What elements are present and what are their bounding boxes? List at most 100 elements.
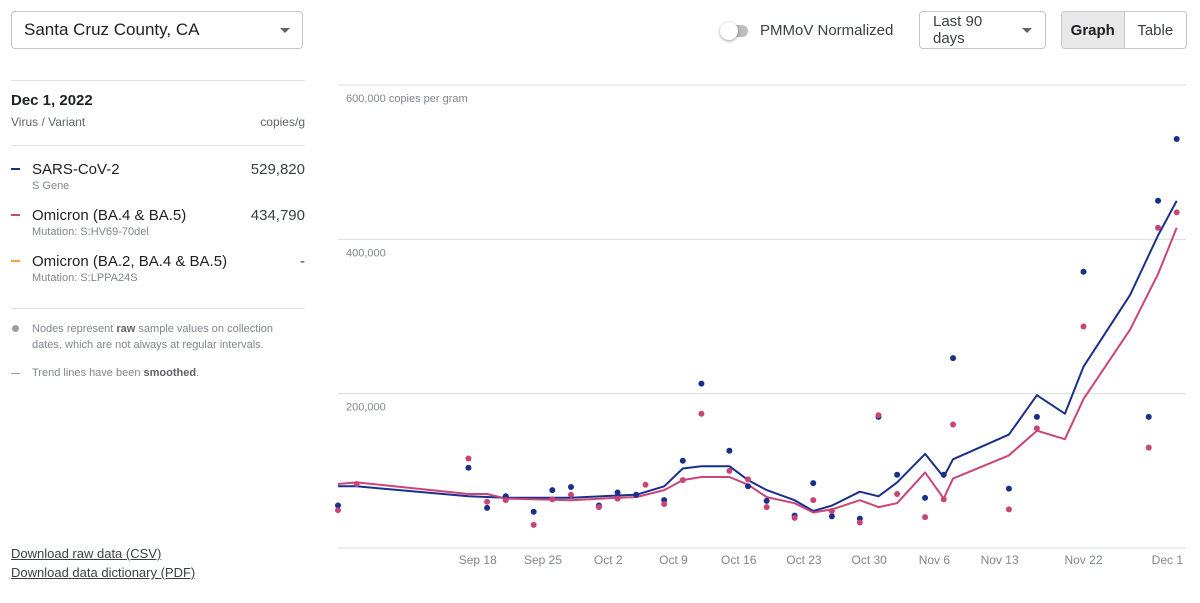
data-point-series-0[interactable] bbox=[894, 471, 901, 478]
x-tick-label: Oct 16 bbox=[721, 553, 757, 567]
location-select[interactable]: Santa Cruz County, CA bbox=[11, 11, 303, 49]
data-point-series-1[interactable] bbox=[567, 491, 574, 498]
toggle-switch-icon bbox=[720, 21, 748, 40]
note-trend-text: Trend lines have been smoothed. bbox=[32, 367, 200, 379]
data-point-series-0[interactable] bbox=[1145, 413, 1152, 420]
data-point-series-0[interactable] bbox=[1033, 413, 1040, 420]
data-point-series-0[interactable] bbox=[1005, 485, 1012, 492]
data-point-series-0[interactable] bbox=[549, 487, 556, 494]
note-trend: Trend lines have been smoothed. bbox=[11, 365, 305, 381]
legend-swatch bbox=[11, 214, 20, 216]
node-dot-icon bbox=[12, 325, 19, 332]
data-point-series-0[interactable] bbox=[763, 497, 770, 504]
data-point-series-1[interactable] bbox=[791, 514, 798, 521]
data-point-series-0[interactable] bbox=[465, 464, 472, 471]
data-point-series-1[interactable] bbox=[679, 477, 686, 484]
data-point-series-0[interactable] bbox=[1155, 197, 1162, 204]
variant-detail: Mutation: S:HV69-70del bbox=[32, 226, 149, 238]
x-tick-label: Oct 9 bbox=[659, 553, 688, 567]
data-point-series-1[interactable] bbox=[1145, 444, 1152, 451]
date-range-select[interactable]: Last 90 days bbox=[919, 11, 1046, 49]
variant-name: Omicron (BA.4 & BA.5) bbox=[32, 207, 187, 224]
y-gridline-label: 600,000 copies per gram bbox=[346, 93, 468, 105]
data-point-series-1[interactable] bbox=[353, 480, 360, 487]
data-point-series-0[interactable] bbox=[567, 484, 574, 491]
data-point-series-1[interactable] bbox=[1155, 224, 1162, 231]
data-point-series-1[interactable] bbox=[856, 519, 863, 526]
variant-row-omicron-ba2-ba4-ba5: Omicron (BA.2, BA.4 & BA.5) Mutation: S:… bbox=[11, 252, 305, 284]
data-point-series-0[interactable] bbox=[810, 480, 817, 487]
column-header-variant: Virus / Variant bbox=[11, 115, 86, 129]
date-range-value: Last 90 days bbox=[933, 13, 983, 47]
data-point-series-0[interactable] bbox=[745, 483, 752, 490]
data-point-series-1[interactable] bbox=[661, 501, 668, 508]
divider bbox=[11, 80, 305, 81]
data-point-series-1[interactable] bbox=[950, 421, 957, 428]
x-tick-label: Sep 25 bbox=[524, 553, 562, 567]
variant-detail: S Gene bbox=[32, 180, 70, 192]
x-tick-label: Dec 1 bbox=[1152, 553, 1184, 567]
x-tick-label: Sep 18 bbox=[459, 553, 497, 567]
note-nodes-text: Nodes represent raw sample values on col… bbox=[32, 323, 273, 351]
data-point-series-1[interactable] bbox=[1005, 506, 1012, 513]
data-point-series-1[interactable] bbox=[875, 412, 882, 419]
data-point-series-0[interactable] bbox=[633, 491, 640, 498]
data-point-series-0[interactable] bbox=[698, 380, 705, 387]
data-point-series-1[interactable] bbox=[1173, 209, 1180, 216]
data-point-series-1[interactable] bbox=[335, 507, 341, 514]
data-point-series-1[interactable] bbox=[502, 497, 509, 504]
data-point-series-1[interactable] bbox=[465, 455, 472, 462]
data-point-series-1[interactable] bbox=[726, 467, 733, 474]
data-point-series-0[interactable] bbox=[530, 508, 537, 515]
data-point-series-1[interactable] bbox=[549, 496, 556, 503]
data-point-series-0[interactable] bbox=[1173, 136, 1180, 143]
data-point-series-1[interactable] bbox=[828, 507, 835, 514]
data-point-series-1[interactable] bbox=[810, 497, 817, 504]
variant-name: SARS-CoV-2 bbox=[32, 161, 120, 178]
data-point-series-1[interactable] bbox=[1080, 323, 1087, 330]
data-point-series-0[interactable] bbox=[1080, 268, 1087, 275]
data-point-series-1[interactable] bbox=[894, 490, 901, 497]
variant-name: Omicron (BA.2, BA.4 & BA.5) bbox=[32, 253, 228, 270]
data-point-series-0[interactable] bbox=[922, 494, 929, 501]
data-point-series-1[interactable] bbox=[698, 410, 705, 417]
chevron-down-icon bbox=[1022, 27, 1032, 33]
graph-view-button[interactable]: Graph bbox=[1062, 12, 1125, 48]
download-links: Download raw data (CSV) Download data di… bbox=[11, 544, 195, 582]
data-point-series-0[interactable] bbox=[614, 489, 621, 496]
legend-swatch bbox=[11, 260, 20, 262]
pmmov-normalized-label: PMMoV Normalized bbox=[760, 22, 894, 39]
download-csv-link[interactable]: Download raw data (CSV) bbox=[11, 546, 162, 561]
x-tick-label: Oct 23 bbox=[786, 553, 822, 567]
data-point-series-1[interactable] bbox=[642, 481, 649, 488]
variant-info: SARS-CoV-2 S Gene bbox=[32, 160, 251, 192]
divider bbox=[11, 145, 305, 146]
data-point-series-1[interactable] bbox=[1033, 425, 1040, 432]
y-gridline-label: 200,000 bbox=[346, 402, 386, 414]
data-point-series-1[interactable] bbox=[614, 495, 621, 502]
table-view-button[interactable]: Table bbox=[1137, 21, 1174, 39]
download-dictionary-link[interactable]: Download data dictionary (PDF) bbox=[11, 565, 196, 580]
pmmov-normalized-toggle[interactable]: PMMoV Normalized bbox=[720, 21, 894, 40]
view-toggle: Graph Table bbox=[1061, 11, 1187, 49]
data-point-series-1[interactable] bbox=[922, 514, 929, 521]
data-point-series-1[interactable] bbox=[530, 521, 537, 528]
data-point-series-1[interactable] bbox=[595, 504, 602, 511]
data-point-series-0[interactable] bbox=[484, 504, 491, 511]
data-point-series-0[interactable] bbox=[828, 513, 835, 520]
data-point-series-1[interactable] bbox=[940, 496, 947, 503]
variant-value: - bbox=[300, 253, 305, 270]
data-point-series-0[interactable] bbox=[950, 355, 957, 362]
trend-line-series-1 bbox=[337, 227, 1178, 514]
data-point-series-1[interactable] bbox=[484, 498, 491, 505]
data-point-series-1[interactable] bbox=[745, 476, 752, 483]
data-point-series-0[interactable] bbox=[679, 457, 686, 464]
data-point-series-0[interactable] bbox=[335, 502, 341, 509]
data-point-series-0[interactable] bbox=[940, 471, 947, 478]
divider bbox=[11, 308, 305, 309]
data-point-series-0[interactable] bbox=[726, 447, 733, 454]
data-point-series-1[interactable] bbox=[763, 504, 770, 511]
chevron-down-icon bbox=[280, 27, 290, 33]
chart-notes: Nodes represent raw sample values on col… bbox=[11, 308, 305, 381]
